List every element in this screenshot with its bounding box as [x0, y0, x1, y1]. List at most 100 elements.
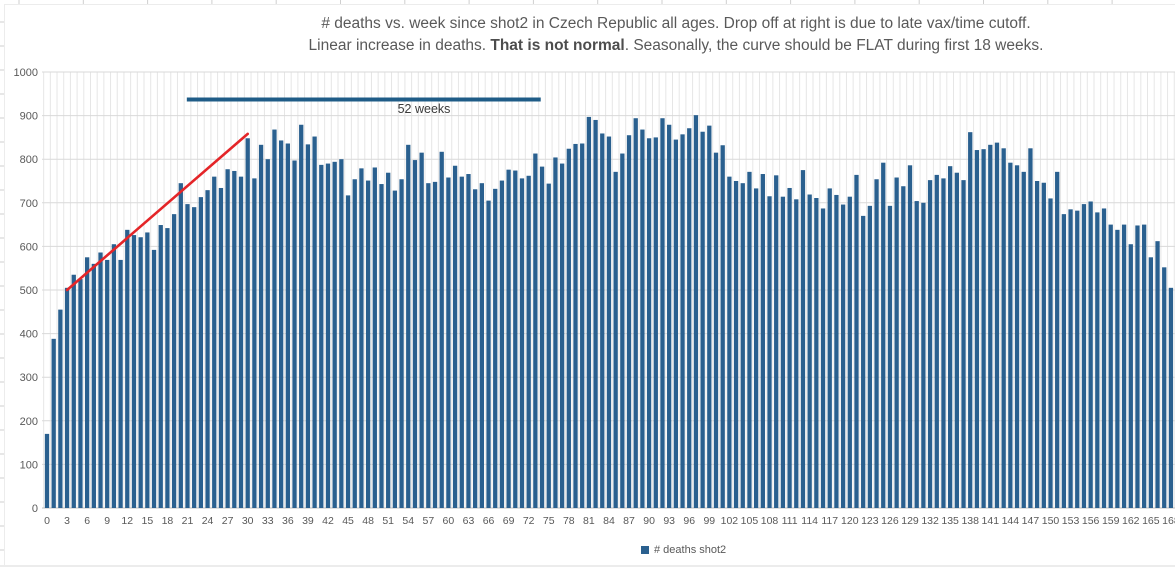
y-axis-tick-label: 200	[20, 416, 38, 428]
bar-week-118	[834, 194, 839, 508]
x-axis-tick-label: 123	[861, 515, 879, 527]
bar-week-38	[299, 124, 304, 509]
y-axis-tick-label: 800	[20, 154, 38, 166]
x-axis-tick-label: 156	[1082, 515, 1100, 527]
bar-week-168	[1168, 287, 1174, 508]
bar-week-31	[252, 178, 257, 508]
bar-week-100	[713, 152, 719, 508]
bar-week-71	[519, 178, 525, 508]
bar-week-45	[345, 195, 351, 508]
bar-week-129	[907, 165, 913, 508]
x-axis-tick-label: 21	[182, 515, 194, 527]
bar-week-137	[961, 180, 966, 509]
bar-week-76	[553, 157, 558, 508]
bar-week-83	[600, 133, 605, 508]
bar-week-114	[807, 194, 812, 509]
x-axis-tick-label: 18	[162, 515, 174, 527]
bar-week-86	[620, 153, 625, 509]
bar-week-10	[111, 244, 117, 508]
bar-week-1	[51, 338, 56, 508]
x-axis-tick-label: 87	[623, 515, 635, 527]
chart-title-line2: Linear increase in deaths. That is not n…	[308, 37, 1044, 54]
y-axis-tick-label: 100	[20, 459, 38, 471]
x-axis-tick-label: 129	[901, 515, 919, 527]
bar-week-25	[212, 176, 217, 508]
bar-week-0	[44, 433, 50, 508]
legend-label: # deaths shot2	[654, 544, 727, 556]
bar-week-61	[452, 165, 458, 509]
bar-week-69	[506, 169, 511, 508]
x-axis-tick-label: 144	[1002, 515, 1020, 527]
red-trend-line	[65, 132, 249, 292]
bar-week-54	[406, 144, 411, 508]
x-axis-tick-label: 111	[782, 515, 798, 527]
y-axis-tick-label: 300	[20, 372, 38, 384]
bar-week-110	[780, 196, 786, 509]
x-axis-tick-label: 108	[761, 515, 779, 527]
bar-week-140	[981, 149, 986, 508]
bar-week-121	[854, 174, 859, 508]
bar-week-112	[794, 199, 799, 508]
x-axis-tick-label: 99	[703, 515, 715, 527]
bar-week-87	[626, 135, 632, 508]
bar-week-104	[740, 183, 745, 508]
bar-week-3	[64, 287, 70, 508]
bar-week-108	[767, 196, 772, 508]
x-axis-tick-label: 30	[242, 515, 254, 527]
bar-week-105	[747, 171, 752, 508]
x-axis-tick-label: 15	[142, 515, 154, 527]
x-axis-tick-label: 69	[503, 515, 515, 527]
x-axis-tick-label: 141	[982, 515, 1000, 527]
x-axis-tick-label: 153	[1062, 515, 1080, 527]
bar-week-149	[1041, 182, 1046, 508]
bar-week-11	[118, 259, 123, 508]
x-axis-tick-label: 165	[1142, 515, 1160, 527]
bar-week-21	[185, 204, 190, 508]
bar-week-47	[359, 168, 364, 508]
bar-week-64	[473, 189, 478, 508]
bar-week-148	[1034, 181, 1040, 508]
bar-week-84	[606, 136, 612, 508]
bar-week-80	[580, 143, 585, 508]
bar-week-159	[1108, 224, 1113, 508]
bar-week-141	[988, 144, 993, 508]
x-axis-tick-label: 45	[342, 515, 354, 527]
bar-week-43	[332, 161, 337, 509]
x-axis-tick-label: 81	[583, 515, 595, 527]
bar-week-23	[198, 197, 204, 508]
bar-week-115	[814, 198, 819, 508]
x-axis-tick-label: 126	[881, 515, 899, 527]
bar-week-70	[513, 170, 518, 508]
bar-week-90	[646, 138, 652, 508]
x-axis-tick-label: 117	[821, 515, 838, 527]
bar-week-124	[874, 179, 879, 509]
x-axis-tick-label: 3	[64, 515, 70, 527]
chart-title-line1: # deaths vs. week since shot2 in Czech R…	[321, 15, 1031, 32]
bar-week-41	[319, 164, 324, 509]
x-axis-tick-label: 36	[282, 515, 294, 527]
bar-week-15	[145, 232, 150, 508]
bar-week-91	[653, 137, 658, 508]
x-axis-tick-label: 72	[523, 515, 535, 527]
chart-title: # deaths vs. week since shot2 in Czech R…	[76, 13, 1175, 57]
bar-week-95	[680, 134, 685, 508]
x-axis-tick-label: 75	[543, 515, 555, 527]
y-axis-tick-label: 1000	[14, 67, 38, 79]
bar-week-131	[921, 202, 926, 509]
x-axis-tick-label: 84	[603, 515, 615, 527]
bar-week-65	[479, 183, 484, 508]
bar-week-134	[941, 178, 946, 508]
bar-week-20	[178, 183, 183, 508]
bar-week-119	[840, 204, 846, 508]
bar-week-27	[225, 169, 230, 508]
x-axis-tick-label: 6	[84, 515, 90, 527]
bar-week-32	[258, 144, 264, 508]
ruler-52-weeks-label: 52 weeks	[397, 102, 451, 116]
y-axis-tick-label: 600	[20, 241, 38, 253]
bar-week-147	[1028, 148, 1033, 509]
bar-week-63	[466, 174, 471, 509]
bar-week-161	[1121, 224, 1127, 508]
x-axis-tick-label: 78	[563, 515, 575, 527]
x-axis-tick-label: 120	[841, 515, 859, 527]
